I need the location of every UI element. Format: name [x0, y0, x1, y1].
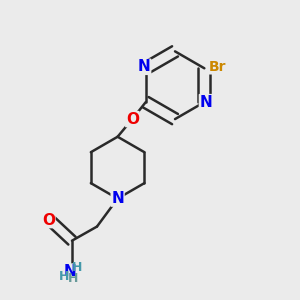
Text: Br: Br — [209, 60, 226, 74]
Text: N: N — [138, 59, 151, 74]
Text: H: H — [58, 270, 69, 284]
Text: H: H — [72, 261, 83, 274]
Text: N: N — [200, 95, 212, 110]
Text: H: H — [68, 272, 79, 286]
Text: O: O — [42, 213, 55, 228]
Text: N: N — [64, 264, 77, 279]
Text: O: O — [126, 112, 139, 127]
Text: N: N — [111, 191, 124, 206]
